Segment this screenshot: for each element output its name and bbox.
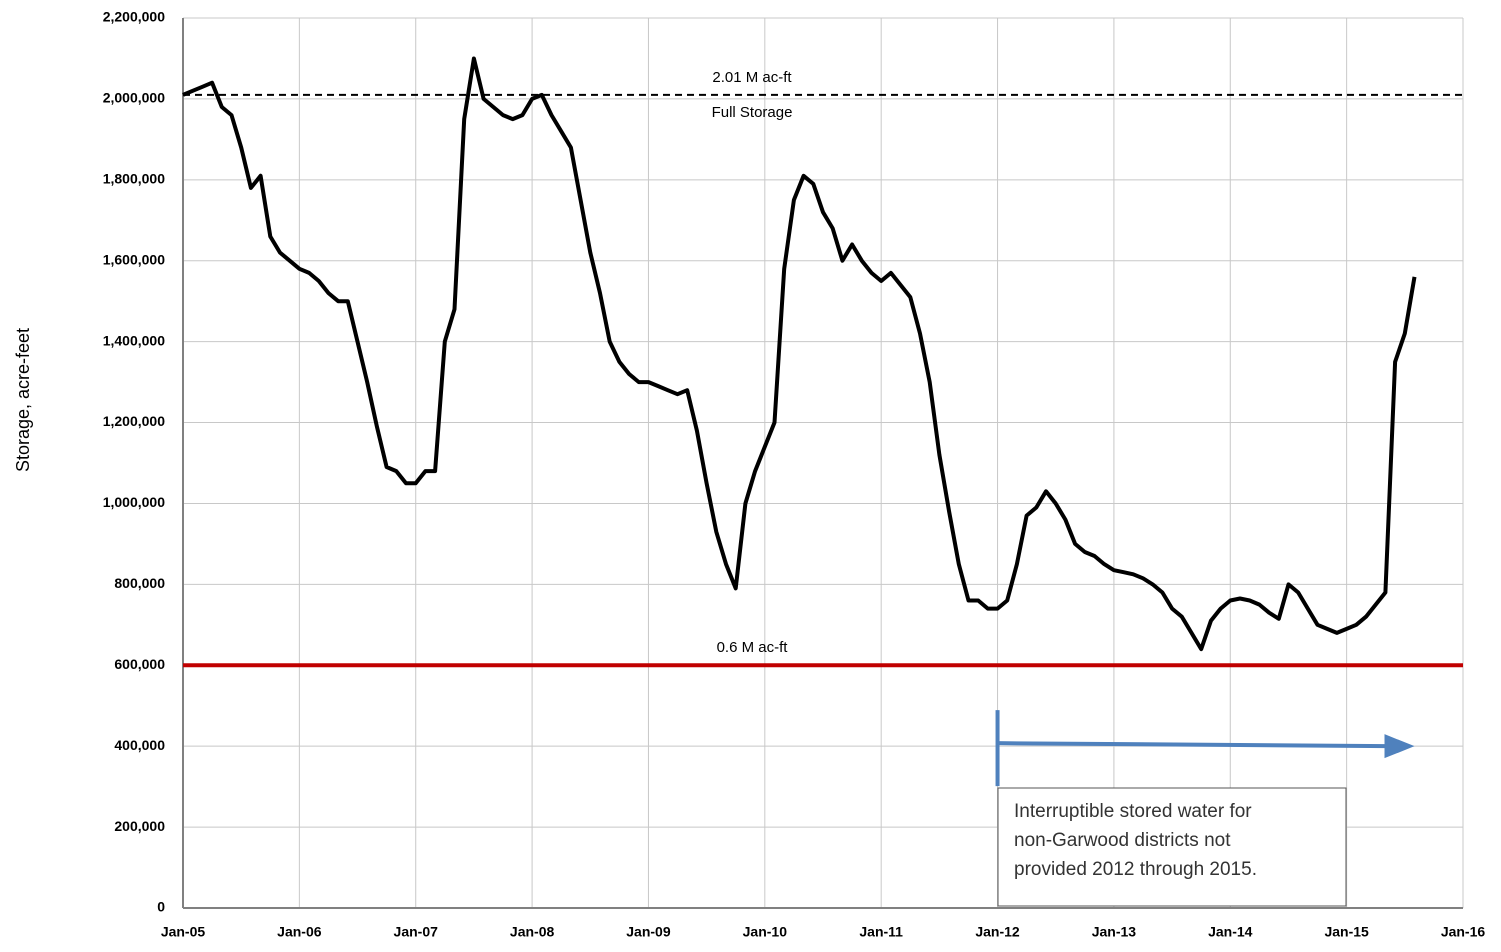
y-tick-label: 400,000 [114, 737, 165, 753]
x-tick-label: Jan-09 [626, 924, 671, 940]
y-tick-label: 1,200,000 [103, 413, 165, 429]
y-tick-label: 800,000 [114, 575, 165, 591]
y-tick-label: 0 [157, 899, 165, 915]
note-text: non-Garwood districts not [1014, 830, 1231, 851]
x-tick-label: Jan-08 [510, 924, 555, 940]
arrow-shaft [997, 741, 1387, 749]
reference-label: 0.6 M ac-ft [717, 639, 789, 656]
reference-sublabel: Full Storage [712, 104, 793, 121]
y-tick-label: 2,000,000 [103, 90, 165, 106]
y-tick-label: 2,200,000 [103, 9, 165, 25]
y-tick-label: 600,000 [114, 656, 165, 672]
arrow-head [1384, 734, 1415, 759]
x-tick-label: Jan-14 [1208, 924, 1253, 940]
y-tick-label: 1,800,000 [103, 171, 165, 187]
x-tick-label: Jan-13 [1092, 924, 1137, 940]
x-tick-label: Jan-06 [277, 924, 322, 940]
y-tick-label: 1,400,000 [103, 332, 165, 348]
x-tick-label: Jan-07 [394, 924, 439, 940]
note-text: provided 2012 through 2015. [1014, 859, 1257, 880]
y-tick-label: 200,000 [114, 818, 165, 834]
note-box [997, 787, 1347, 907]
reference-label: 2.01 M ac-ft [712, 69, 792, 86]
x-tick-label: Jan-11 [859, 924, 903, 940]
x-tick-label: Jan-16 [1441, 924, 1486, 940]
y-tick-label: 1,000,000 [103, 494, 165, 510]
line-series [182, 56, 1417, 652]
x-tick-label: Jan-15 [1324, 924, 1369, 940]
x-tick-label: Jan-10 [743, 924, 788, 940]
note-text: Interruptible stored water for [1014, 801, 1252, 822]
y-axis-label: Storage, acre-feet [13, 328, 33, 472]
x-tick-label: Jan-12 [975, 924, 1020, 940]
y-tick-label: 1,600,000 [103, 251, 165, 267]
x-tick-label: Jan-05 [161, 924, 206, 940]
